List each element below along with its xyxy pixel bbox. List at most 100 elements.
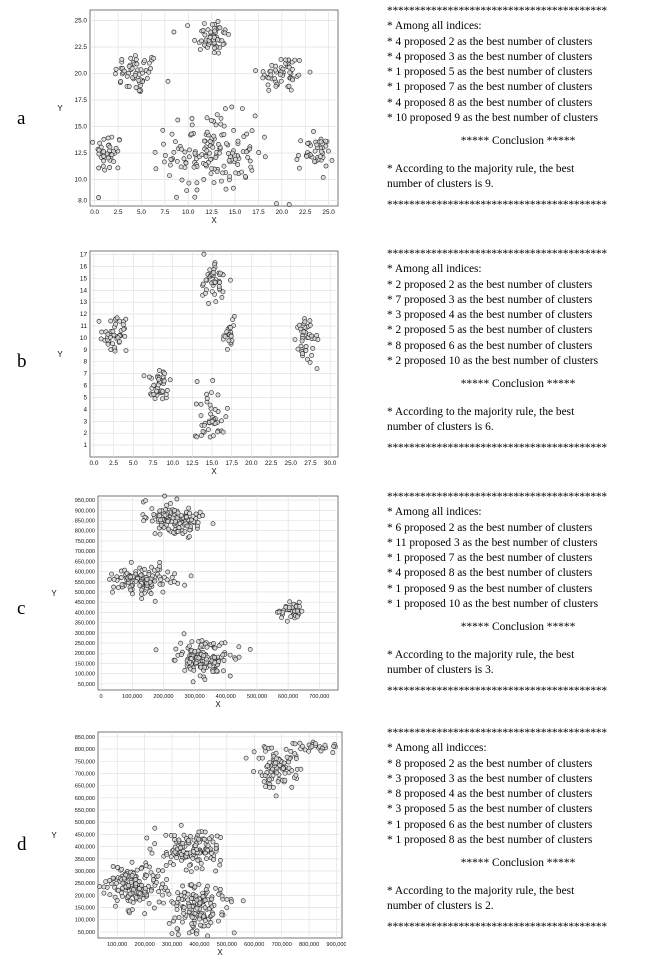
data-point <box>282 777 288 783</box>
y-tick-label: 900,000 <box>75 508 95 514</box>
output-line: * Among all indices: <box>387 506 482 519</box>
data-point <box>170 515 176 521</box>
data-point <box>160 388 166 394</box>
data-point <box>231 930 237 936</box>
data-point <box>280 765 286 771</box>
data-point <box>204 396 210 401</box>
data-point <box>162 159 167 165</box>
x-tick-label: 400,000 <box>189 942 209 948</box>
data-point <box>191 667 197 673</box>
data-point <box>186 180 192 186</box>
data-point <box>169 575 175 580</box>
data-point <box>235 138 241 144</box>
data-point <box>212 28 217 34</box>
data-point <box>230 185 236 191</box>
x-tick-label: 27.5 <box>304 460 317 467</box>
data-point <box>268 72 274 78</box>
data-point <box>266 777 272 782</box>
conclusion-heading: ***** Conclusion ***** <box>460 378 576 391</box>
data-point <box>218 270 223 276</box>
data-point <box>177 521 183 526</box>
data-point <box>214 112 220 117</box>
data-point <box>286 64 292 70</box>
y-tick-label: 750,000 <box>75 759 95 765</box>
x-tick-label: 100,000 <box>122 694 142 700</box>
data-point <box>110 328 116 334</box>
separator-stars: **************************************** <box>387 685 607 698</box>
data-point <box>317 154 323 159</box>
data-point <box>213 868 219 874</box>
data-point <box>119 866 125 872</box>
data-point <box>219 295 225 300</box>
data-point <box>197 673 203 679</box>
data-point <box>158 577 164 582</box>
data-point <box>175 932 181 938</box>
data-point <box>155 867 161 873</box>
x-tick-label: 17.5 <box>252 209 265 216</box>
output-line: * 4 proposed 8 as the best number of clu… <box>387 567 593 580</box>
output-line: * 2 proposed 2 as the best number of clu… <box>387 278 593 291</box>
data-point <box>144 873 149 878</box>
y-tick-label: 450,000 <box>75 600 95 606</box>
x-tick-label: 22.5 <box>299 209 312 216</box>
data-point <box>103 879 109 884</box>
data-point <box>216 918 221 924</box>
data-point <box>113 66 119 72</box>
data-point <box>172 833 178 838</box>
data-point <box>165 78 171 84</box>
data-point <box>210 911 216 917</box>
data-point <box>196 836 202 842</box>
data-point <box>202 677 208 682</box>
data-point <box>204 148 210 154</box>
data-point <box>231 127 237 133</box>
data-point <box>180 883 185 889</box>
data-point <box>194 865 199 871</box>
data-point <box>154 388 159 394</box>
data-point <box>156 376 162 382</box>
data-point <box>111 577 117 582</box>
data-point <box>260 75 266 81</box>
y-tick-label: 150,000 <box>75 906 95 912</box>
data-point <box>142 58 147 64</box>
data-point <box>194 905 200 911</box>
data-point <box>174 907 180 912</box>
data-point <box>202 850 208 856</box>
data-point <box>148 888 154 894</box>
data-point <box>168 854 174 860</box>
data-point <box>181 832 187 838</box>
data-point <box>216 50 221 56</box>
data-point <box>132 53 138 58</box>
data-point <box>239 106 245 111</box>
data-point <box>188 131 194 137</box>
data-point <box>203 656 209 662</box>
data-point <box>121 326 127 332</box>
data-point <box>213 845 219 851</box>
output-line: * Among all indices: <box>387 20 482 33</box>
data-point <box>208 171 214 176</box>
data-point <box>296 58 302 63</box>
data-point <box>122 567 127 573</box>
data-point <box>171 862 176 868</box>
data-point <box>160 892 165 898</box>
output-line: * 1 proposed 10 as the best number of cl… <box>387 598 598 611</box>
data-point <box>96 165 102 171</box>
y-tick-label: 550,000 <box>75 580 95 586</box>
data-point <box>292 57 298 63</box>
data-point <box>185 838 191 843</box>
x-tick-label: 400,000 <box>216 694 236 700</box>
data-point <box>90 139 95 145</box>
data-point <box>273 756 279 761</box>
data-point <box>154 879 159 885</box>
data-point <box>223 186 229 192</box>
data-point <box>197 916 202 922</box>
output-line: * According to the majority rule, the be… <box>387 162 575 175</box>
data-point <box>198 413 204 419</box>
data-point <box>242 173 248 179</box>
data-point <box>304 153 310 159</box>
data-point <box>167 377 173 383</box>
data-point <box>251 749 257 755</box>
data-point <box>172 657 178 663</box>
y-tick-label: 850,000 <box>75 519 95 525</box>
data-point <box>164 502 169 508</box>
data-point <box>171 149 177 155</box>
